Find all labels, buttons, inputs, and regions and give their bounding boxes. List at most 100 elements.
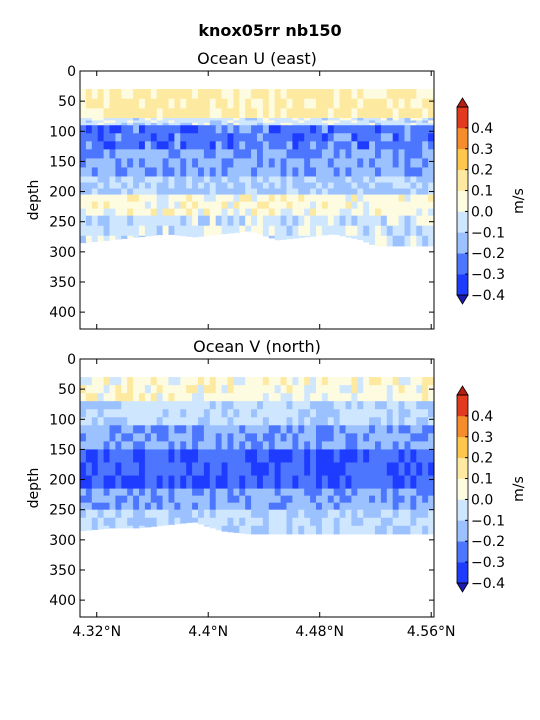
contour-cell (174, 194, 181, 203)
contour-cell (139, 188, 146, 196)
contour-cell (375, 393, 382, 402)
contour-cell (298, 393, 305, 402)
contour-cell (221, 182, 229, 190)
contour-cell (91, 120, 99, 124)
contour-cell (221, 441, 229, 451)
contour-cell (375, 215, 382, 227)
contour-cell (268, 122, 276, 126)
colorbar-tick-label: −0.4 (471, 288, 505, 304)
contour-cell (428, 502, 434, 511)
contour-cell (162, 488, 170, 497)
contour-cell (180, 462, 187, 477)
contour-cell (416, 449, 423, 464)
contour-cell (109, 182, 116, 190)
contour-cell (392, 377, 400, 386)
contour-cell (192, 433, 199, 442)
contour-cell (180, 201, 187, 210)
contour-cell (115, 385, 122, 394)
contour-cell (404, 125, 411, 134)
contour-cell (380, 120, 388, 124)
contour-cell (91, 194, 99, 203)
contour-cell (416, 120, 423, 124)
contour-cell (392, 125, 400, 134)
contour-cell (227, 176, 234, 184)
contour-cell (174, 462, 181, 477)
contour-cell (357, 158, 364, 169)
contour-cell (280, 98, 288, 109)
contour-cell (339, 120, 347, 124)
contour-cell (310, 122, 317, 126)
contour-cell (150, 208, 158, 217)
contour-cell (239, 194, 246, 203)
contour-cell (186, 235, 193, 237)
contour-cell (133, 215, 140, 227)
contour-cell (274, 225, 282, 237)
contour-cell (162, 188, 170, 196)
contour-cell (127, 377, 134, 386)
contour-cell (192, 401, 199, 410)
contour-cell (304, 167, 311, 178)
contour-cell (127, 125, 134, 134)
contour-cell (85, 393, 93, 402)
contour-cell (422, 488, 429, 497)
contour-cell (428, 118, 434, 122)
contour-cell (162, 158, 170, 169)
contour-cell (103, 122, 111, 126)
contour-cell (392, 176, 400, 184)
contour-cell (298, 108, 305, 119)
contour-cell (345, 182, 352, 190)
contour-cell (251, 488, 258, 497)
contour-cell (292, 188, 299, 196)
contour-cell (215, 441, 223, 451)
contour-cell (91, 417, 99, 426)
contour-cell (239, 125, 246, 134)
contour-cell (345, 433, 352, 442)
contour-cell (369, 118, 376, 122)
contour-cell (233, 118, 240, 122)
contour-cell (392, 98, 400, 109)
contour-cell (292, 509, 299, 519)
contour-cell (404, 194, 411, 203)
contour-cell (316, 89, 323, 100)
contour-cell (339, 425, 347, 434)
contour-cell (239, 89, 246, 100)
contour-cell (310, 133, 317, 142)
contour-cell (174, 409, 181, 418)
colorbar-extend-min (456, 582, 469, 593)
contour-cell (375, 201, 382, 210)
contour-cell (221, 525, 229, 532)
contour-cell (215, 194, 223, 203)
contour-cell (85, 194, 93, 203)
contour-cell (398, 488, 406, 497)
contour-cell (363, 462, 370, 477)
contour-cell (274, 141, 282, 150)
colorbar-segment (457, 253, 468, 275)
contour-cell (416, 462, 423, 477)
contour-cell (103, 385, 111, 394)
contour-cell (239, 525, 246, 534)
contour-cell (174, 208, 181, 217)
contour-cell (121, 133, 128, 142)
contour-cell (227, 449, 234, 464)
contour-cell (345, 215, 352, 227)
contour-cell (410, 488, 417, 497)
contour-cell (292, 385, 299, 394)
contour-cell (375, 141, 382, 150)
contour-cell (168, 215, 175, 227)
contour-cell (121, 149, 128, 160)
contour-cell (192, 182, 199, 190)
contour-cell (422, 235, 429, 247)
contour-cell (333, 108, 341, 119)
contour-cell (257, 377, 264, 386)
contour-cell (156, 462, 164, 477)
contour-cell (351, 215, 358, 227)
contour-cell (345, 89, 352, 100)
colorbar-segment (457, 541, 468, 563)
contour-cell (221, 433, 229, 442)
contour-cell (97, 235, 105, 242)
contour-cell (375, 235, 382, 247)
contour-cell (316, 118, 323, 122)
contour-cell (369, 441, 376, 451)
contour-cell (133, 449, 140, 464)
